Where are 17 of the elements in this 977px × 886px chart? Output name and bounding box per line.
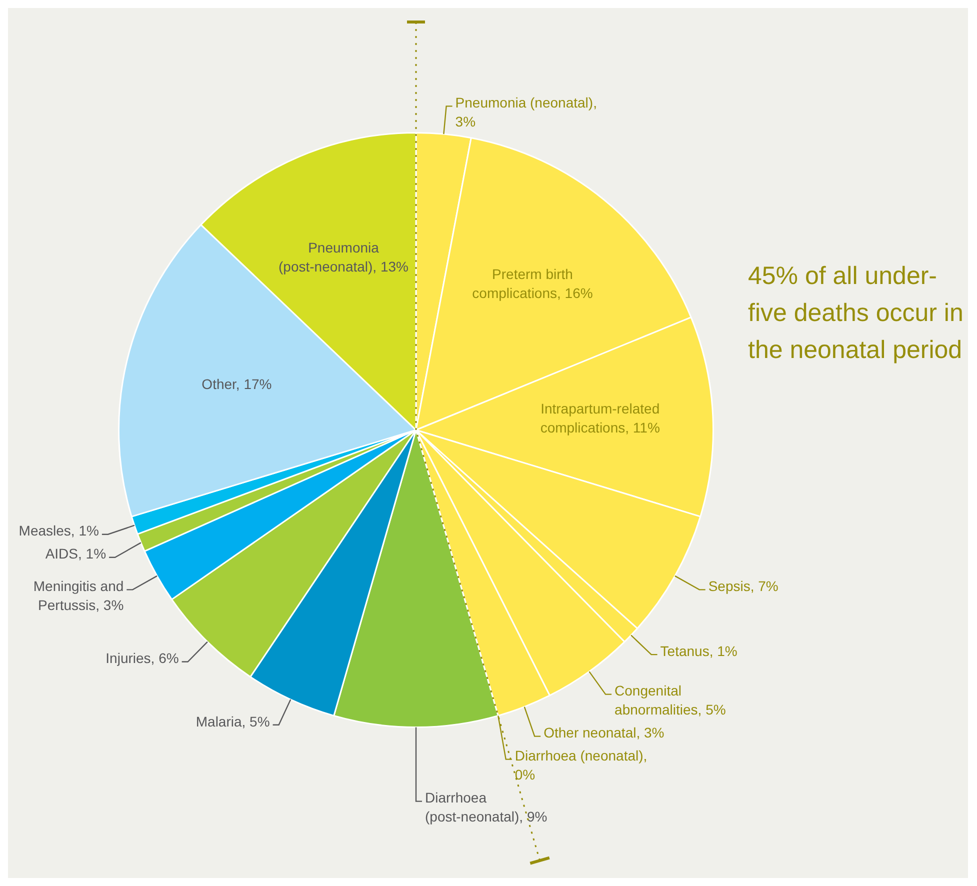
slice-label: Other neonatal, 3% — [544, 724, 664, 741]
slice-label: Congenital abnormalities, 5% — [614, 682, 726, 718]
text: 45% of all under-five deaths occur in the neonatal period — [748, 261, 964, 366]
slice-label: Diarrhoea (post-neonatal), 9% — [425, 790, 548, 825]
category-label: Diarrhoea (neonatal), 0% — [514, 748, 648, 783]
slice-label: Injuries, 6% — [106, 650, 179, 666]
slice-label: Measles, 1% — [18, 522, 99, 539]
slice-label: Meningitis and Pertussis, 3% — [33, 578, 124, 614]
slice-label: Pneumonia (post-neonatal), 13% — [278, 239, 408, 274]
slice-label: AIDS, 1% — [45, 546, 106, 562]
slice-label: Pneumonia (neonatal), 3% — [455, 94, 597, 130]
slice-label: Preterm birth complications, 16% — [472, 266, 593, 302]
slice-label: Tetanus, 1% — [660, 642, 738, 659]
slice-label: Sepsis, 7% — [708, 578, 778, 594]
slice-label: Other, 17% — [202, 376, 272, 392]
slice-label: Malaria, 5% — [196, 713, 270, 730]
slice-label: Intrapartum-related complications, 11% — [540, 400, 660, 436]
